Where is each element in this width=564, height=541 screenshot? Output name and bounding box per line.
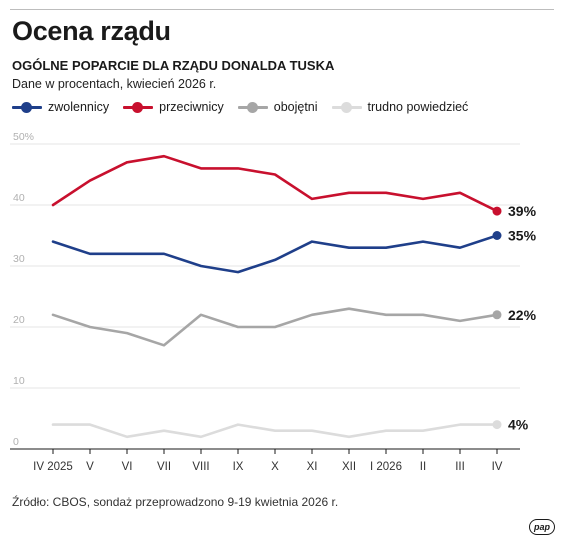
- legend-item-trudno-powiedziec: trudno powiedzieć: [331, 100, 469, 114]
- y-tick-label: 10: [13, 375, 25, 387]
- end-label-trudno-powiedziec: 4%: [508, 417, 529, 433]
- end-marker-zwolennicy: [492, 231, 502, 240]
- source-note: Źródło: CBOS, sondaż przeprowadzono 9-19…: [12, 495, 339, 509]
- x-tick-label: XII: [342, 461, 356, 473]
- y-tick-label: 50%: [13, 131, 34, 143]
- x-tick-label: II: [420, 461, 426, 473]
- x-tick-label: III: [455, 461, 465, 473]
- chart-title: Ocena rządu: [12, 16, 171, 46]
- series-line-trudno-powiedziec: [51, 423, 499, 439]
- top-rule: [10, 9, 554, 10]
- y-tick-label: 20: [13, 314, 25, 326]
- legend-swatch: [331, 100, 362, 114]
- x-tick-label: V: [86, 461, 94, 473]
- legend-item-zwolennicy: zwolennicy: [12, 100, 109, 114]
- x-tick-label: IV 2025: [33, 461, 73, 473]
- end-label-zwolennicy: 35%: [508, 228, 537, 244]
- y-tick-label: 40: [13, 192, 25, 204]
- series-line-obojetni: [51, 307, 499, 347]
- x-tick-label: VI: [122, 461, 133, 473]
- legend: zwolennicy przeciwnicy obojętni trudno powi…: [12, 99, 482, 115]
- legend-label: obojętni: [273, 100, 318, 114]
- x-tick-label: IV: [492, 461, 503, 473]
- y-tick-label: 0: [13, 436, 19, 448]
- y-tick-label: 30: [13, 253, 25, 265]
- x-tick-label: XI: [307, 461, 318, 473]
- chart-note: Dane w procentach, kwiecień 2026 r.: [12, 77, 217, 91]
- legend-swatch: [123, 100, 154, 114]
- end-marker-trudno-powiedziec: [492, 420, 502, 430]
- legend-swatch: [237, 100, 268, 114]
- legend-label: przeciwnicy: [159, 100, 224, 114]
- pap-logo: pap: [529, 519, 555, 535]
- x-tick-label: I 2026: [370, 461, 402, 473]
- legend-item-obojetni: obojętni: [237, 100, 318, 114]
- end-label-przeciwnicy: 39%: [508, 203, 537, 219]
- x-tick-label: IX: [233, 461, 244, 473]
- legend-item-przeciwnicy: przeciwnicy: [123, 100, 224, 114]
- chart-subtitle: OGÓLNE POPARCIE DLA RZĄDU DONALDA TUSKA: [12, 58, 335, 73]
- x-tick-label: VII: [157, 461, 171, 473]
- end-marker-przeciwnicy: [492, 206, 502, 216]
- end-label-obojetni: 22%: [508, 307, 537, 323]
- legend-label: trudno powiedzieć: [367, 100, 469, 114]
- x-tick-label: X: [271, 461, 279, 473]
- end-marker-obojetni: [492, 310, 502, 320]
- legend-swatch: [12, 100, 42, 114]
- x-tick-label: VIII: [192, 461, 209, 473]
- series-line-zwolennicy: [51, 234, 499, 274]
- legend-label: zwolennicy: [48, 100, 110, 114]
- series-line-przeciwnicy: [51, 154, 499, 213]
